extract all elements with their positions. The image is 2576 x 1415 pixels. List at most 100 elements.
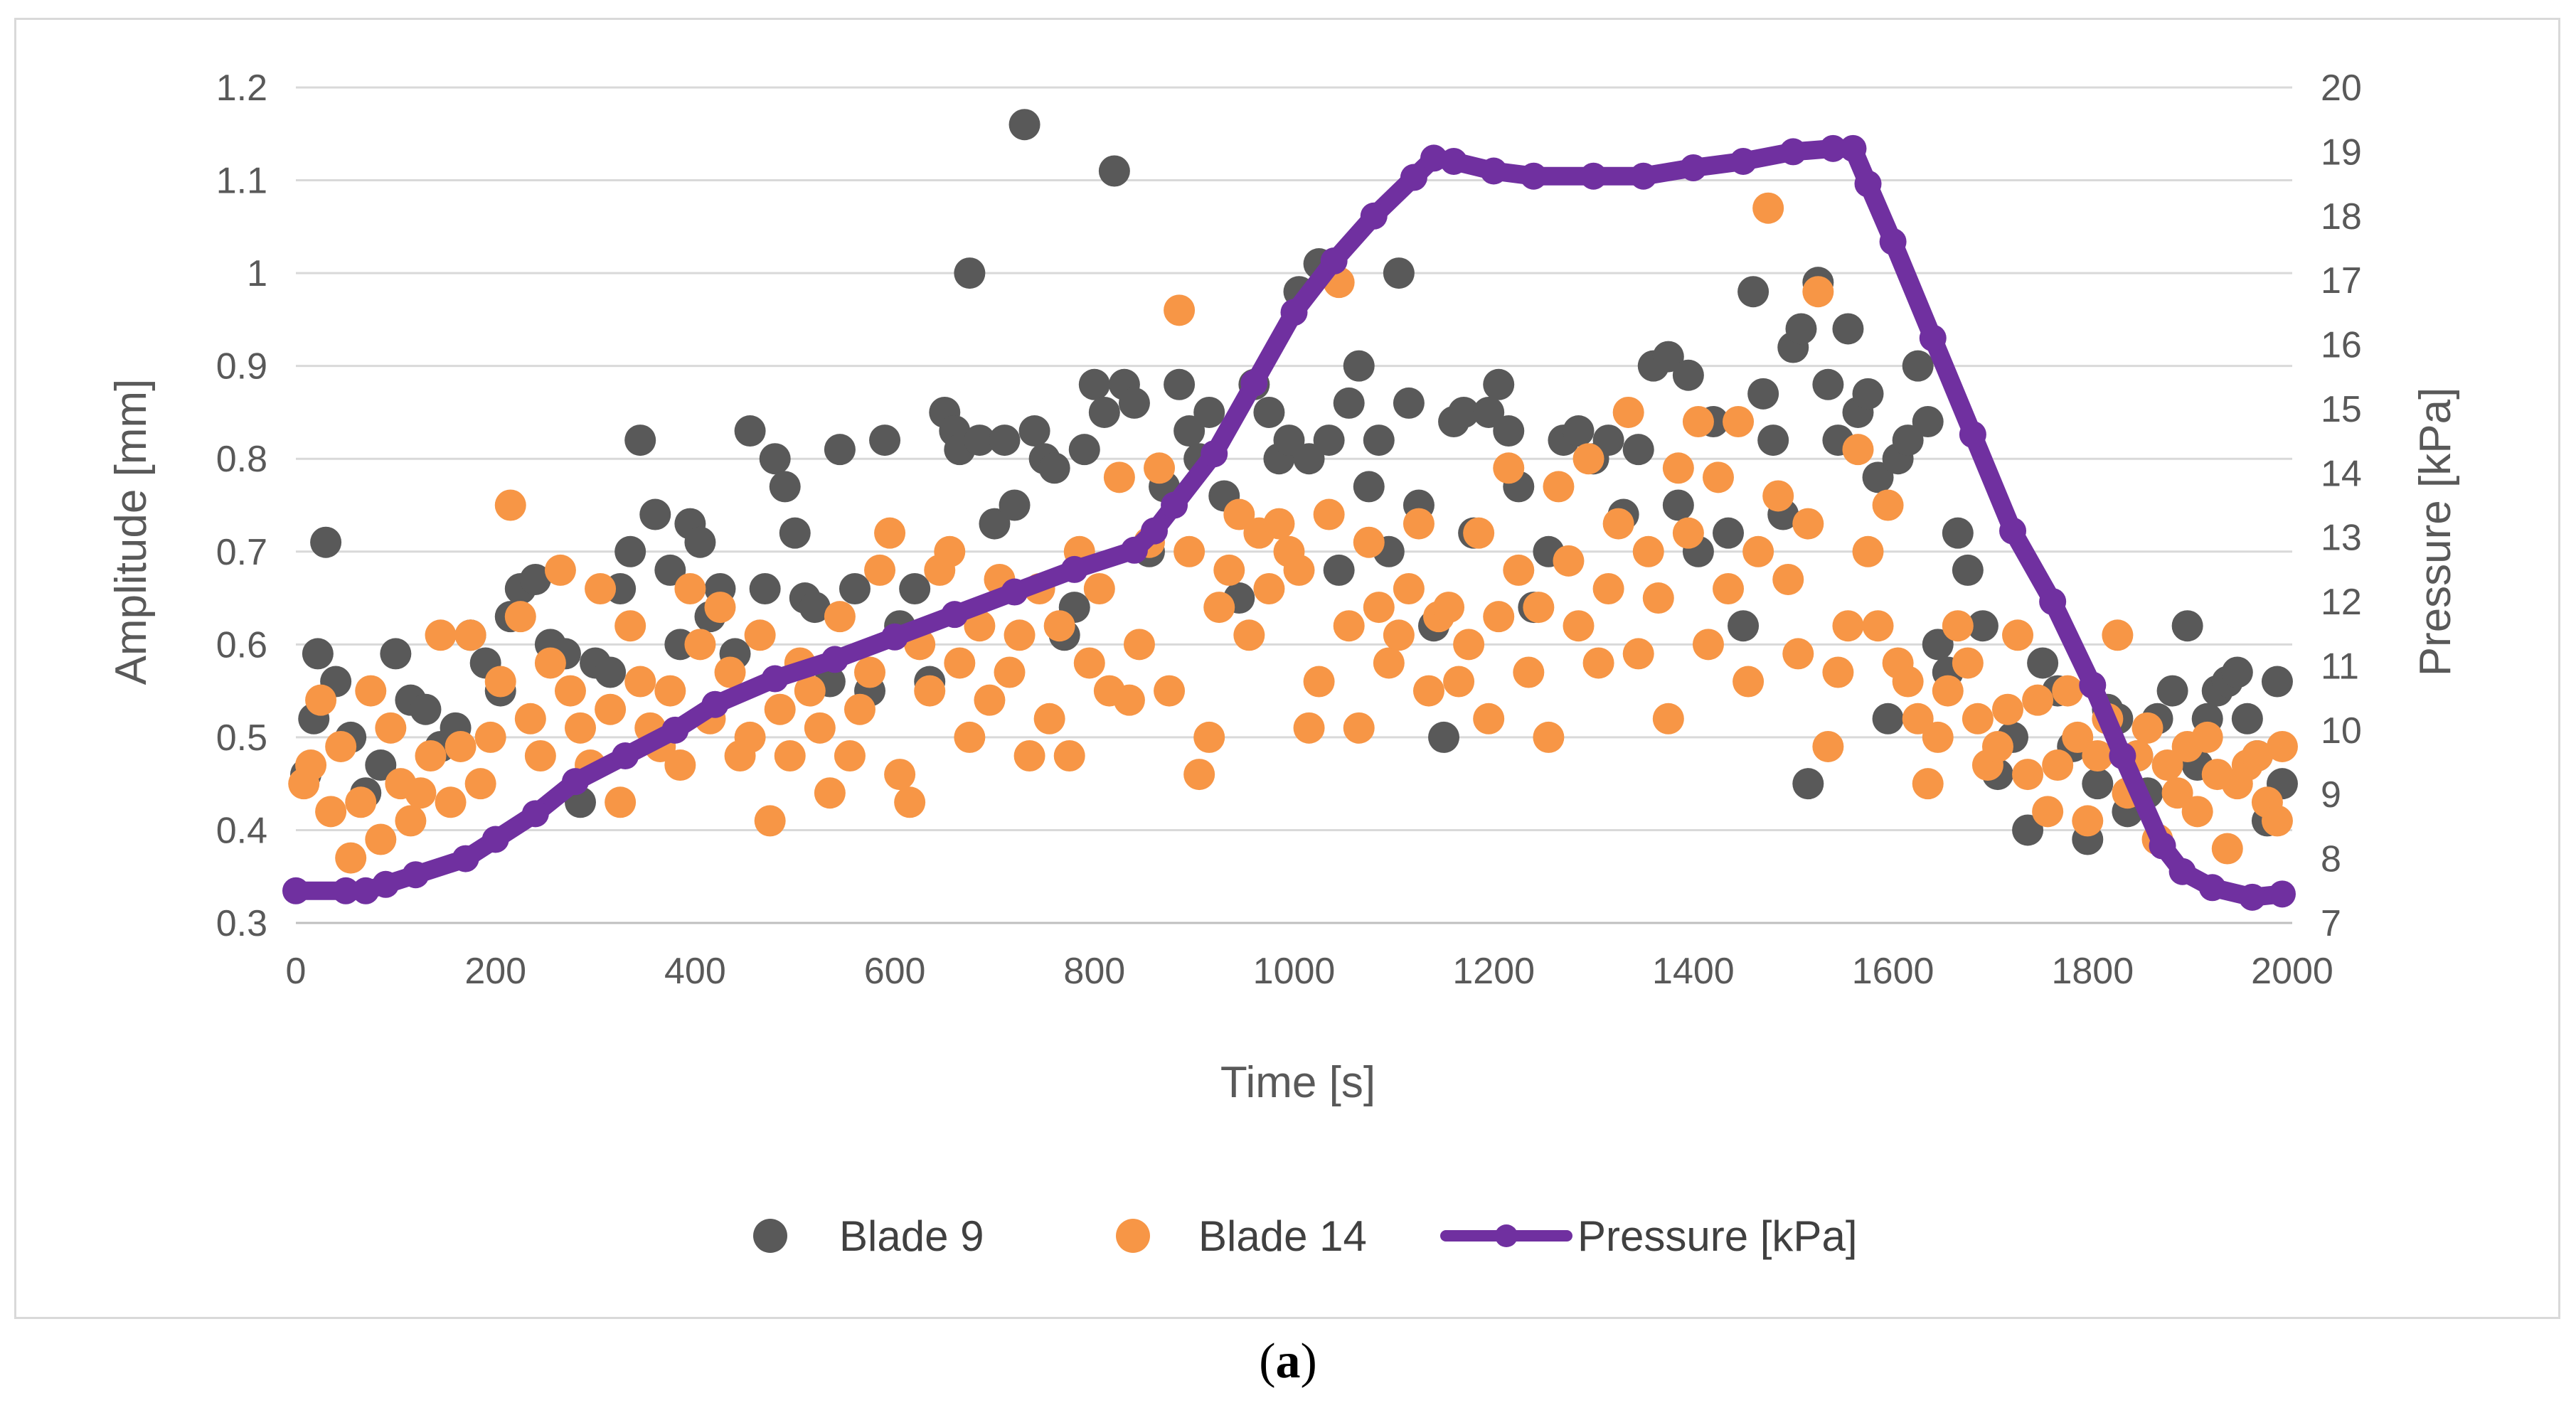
- point-blade-9: [824, 434, 856, 466]
- point-blade-9: [989, 424, 1021, 456]
- pressure-marker: [1999, 517, 2027, 545]
- pressure-marker: [1240, 369, 1268, 397]
- y2-tick-label: 10: [2321, 710, 2362, 752]
- point-blade-14: [834, 740, 866, 771]
- y2-tick-label: 8: [2321, 839, 2341, 880]
- point-blade-9: [302, 638, 334, 670]
- pressure-marker: [2198, 874, 2226, 902]
- point-blade-14: [1981, 730, 2013, 762]
- point-blade-14: [435, 786, 467, 818]
- point-blade-14: [1892, 666, 1924, 698]
- point-blade-14: [2042, 749, 2074, 781]
- point-blade-14: [954, 721, 986, 753]
- y2-tick-label: 20: [2321, 68, 2362, 109]
- point-blade-14: [1363, 592, 1395, 624]
- point-blade-14: [1563, 610, 1595, 642]
- y-tick-label: 0.7: [216, 532, 267, 573]
- point-blade-14: [1772, 563, 1804, 595]
- point-blade-14: [1852, 535, 1884, 567]
- point-blade-9: [639, 498, 671, 530]
- y-tick-label: 0.3: [216, 903, 267, 944]
- x-tick-label: 200: [464, 951, 526, 992]
- point-blade-14: [2052, 675, 2084, 707]
- point-blade-9: [2231, 703, 2263, 735]
- point-blade-9: [1747, 378, 1779, 410]
- point-blade-9: [769, 471, 801, 503]
- point-blade-14: [2191, 721, 2223, 753]
- pressure-marker: [1839, 134, 1867, 162]
- point-blade-9: [1018, 415, 1050, 447]
- y2-tick-label: 12: [2321, 582, 2362, 623]
- point-blade-9: [1363, 424, 1395, 456]
- pressure-marker: [821, 646, 848, 673]
- point-blade-9: [1912, 406, 1944, 437]
- point-blade-9: [380, 638, 412, 670]
- y2-tick-label: 16: [2321, 325, 2362, 366]
- pressure-marker: [941, 601, 969, 629]
- y2-tick-label: 13: [2321, 518, 2362, 559]
- point-blade-14: [375, 712, 407, 744]
- y2-tick-label: 19: [2321, 132, 2362, 173]
- point-blade-14: [1393, 573, 1425, 604]
- point-blade-14: [864, 554, 896, 586]
- point-blade-14: [605, 786, 637, 818]
- point-blade-14: [1682, 406, 1714, 437]
- point-blade-14: [454, 619, 486, 651]
- point-blade-14: [2102, 619, 2134, 651]
- point-blade-9: [799, 592, 831, 624]
- pressure-marker: [1280, 299, 1308, 326]
- point-blade-14: [1013, 740, 1045, 771]
- point-blade-14: [1293, 712, 1325, 744]
- x-tick-label: 2000: [2251, 951, 2333, 992]
- point-blade-14: [2261, 805, 2293, 837]
- x-axis-title: Time [s]: [1220, 1058, 1375, 1107]
- point-blade-14: [1343, 712, 1375, 744]
- point-blade-14: [405, 777, 437, 809]
- point-blade-14: [1193, 721, 1225, 753]
- y-tick-label: 1: [247, 253, 267, 294]
- point-blade-9: [1323, 554, 1355, 586]
- point-blade-9: [1757, 424, 1789, 456]
- x-tick-label: 1800: [2051, 951, 2134, 992]
- point-blade-9: [1942, 517, 1974, 549]
- pressure-marker: [1520, 162, 1548, 190]
- point-blade-9: [1293, 443, 1325, 475]
- y-tick-label: 0.9: [216, 346, 267, 388]
- point-blade-14: [1483, 601, 1515, 633]
- point-blade-14: [884, 759, 916, 791]
- point-blade-14: [614, 610, 646, 642]
- point-blade-14: [1872, 489, 1904, 521]
- x-tick-label: 1600: [1852, 951, 1934, 992]
- point-blade-14: [365, 823, 397, 855]
- pressure-marker: [1060, 555, 1088, 583]
- pressure-marker: [282, 877, 309, 904]
- point-blade-14: [1922, 721, 1954, 753]
- point-blade-14: [544, 554, 576, 586]
- point-blade-14: [1842, 434, 1874, 466]
- point-blade-14: [504, 601, 536, 633]
- point-blade-14: [524, 740, 556, 771]
- point-blade-9: [1922, 629, 1954, 661]
- point-blade-14: [1154, 675, 1186, 707]
- point-blade-9: [1812, 368, 1844, 400]
- y2-tick-label: 18: [2321, 196, 2362, 237]
- point-blade-14: [315, 796, 347, 828]
- point-blade-14: [1632, 535, 1664, 567]
- point-blade-14: [1713, 573, 1745, 604]
- pressure-marker: [1120, 536, 1148, 564]
- point-blade-14: [2181, 796, 2213, 828]
- point-blade-9: [1728, 610, 1760, 642]
- point-blade-9: [2221, 656, 2253, 688]
- point-blade-9: [1088, 396, 1120, 428]
- point-blade-14: [1902, 703, 1934, 735]
- pressure-marker: [1679, 154, 1707, 181]
- point-blade-14: [395, 805, 427, 837]
- point-blade-14: [464, 768, 496, 800]
- pressure-marker: [2109, 742, 2136, 769]
- point-blade-9: [749, 573, 781, 604]
- pressure-marker: [1959, 421, 1986, 449]
- pressure-marker: [521, 800, 549, 828]
- point-blade-14: [1043, 610, 1075, 642]
- point-blade-14: [585, 573, 617, 604]
- point-blade-14: [2072, 805, 2104, 837]
